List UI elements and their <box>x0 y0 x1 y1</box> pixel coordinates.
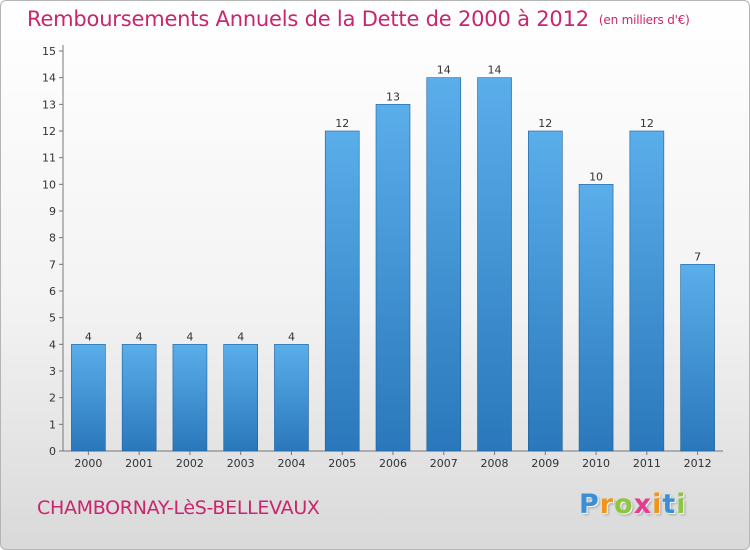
bar-value-label: 4 <box>85 330 92 343</box>
bar-value-label: 12 <box>335 117 349 130</box>
x-tick-label: 2010 <box>582 457 610 470</box>
x-tick-label: 2004 <box>277 457 305 470</box>
x-tick-label: 2007 <box>430 457 458 470</box>
bar-value-label: 4 <box>237 330 244 343</box>
bar <box>223 344 258 452</box>
bar-value-label: 7 <box>694 250 701 263</box>
logo-letter: t <box>662 489 677 520</box>
y-tick-label: 10 <box>42 178 56 191</box>
x-tick-label: 2000 <box>74 457 102 470</box>
logo-letter: P <box>579 489 600 520</box>
y-tick-label: 6 <box>49 285 56 298</box>
bar-value-label: 10 <box>589 170 603 183</box>
bar <box>274 344 309 452</box>
bar <box>172 344 208 452</box>
bar <box>528 130 563 452</box>
x-tick-label: 2001 <box>125 457 153 470</box>
y-tick-label: 8 <box>49 232 56 245</box>
chart-title-text: Remboursements Annuels de la Dette de 20… <box>27 7 589 31</box>
bar-value-label: 12 <box>538 117 552 130</box>
y-tick-label: 1 <box>49 418 56 431</box>
y-tick-label: 11 <box>42 152 56 165</box>
bar-value-label: 4 <box>136 330 143 343</box>
bar <box>477 77 512 452</box>
y-tick-label: 4 <box>49 338 56 351</box>
y-tick-label: 3 <box>49 365 56 378</box>
bar <box>71 344 106 452</box>
proxiti-logo: Proxiti <box>579 489 687 520</box>
bar-value-label: 4 <box>186 330 193 343</box>
y-tick-label: 2 <box>49 392 56 405</box>
x-tick-label: 2003 <box>227 457 255 470</box>
bar <box>629 130 665 452</box>
chart-unit: (en milliers d'€) <box>598 13 690 27</box>
bar <box>680 264 715 452</box>
logo-letter: r <box>599 489 615 520</box>
bar-value-label: 14 <box>437 64 451 77</box>
y-tick-label: 14 <box>42 72 56 85</box>
bar <box>375 104 411 452</box>
y-tick-label: 13 <box>42 98 56 111</box>
x-tick-label: 2002 <box>176 457 204 470</box>
bar-value-label: 12 <box>640 117 654 130</box>
commune-name: CHAMBORNAY-LèS-BELLEVAUX <box>37 497 320 519</box>
y-tick-label: 9 <box>49 205 56 218</box>
x-tick-label: 2012 <box>684 457 712 470</box>
bar-value-label: 13 <box>386 90 400 103</box>
y-tick-label: 12 <box>42 125 56 138</box>
y-tick-label: 5 <box>49 312 56 325</box>
y-tick-label: 0 <box>49 445 56 458</box>
bar <box>324 130 360 452</box>
bar <box>578 184 614 452</box>
bar <box>121 344 157 452</box>
x-tick-label: 2005 <box>328 457 356 470</box>
logo-letter: o <box>614 489 634 520</box>
logo-letter: i <box>652 489 663 520</box>
x-tick-label: 2009 <box>531 457 559 470</box>
bar <box>426 77 462 452</box>
x-tick-label: 2011 <box>633 457 661 470</box>
logo-letter: x <box>633 489 653 520</box>
x-tick-label: 2008 <box>481 457 509 470</box>
x-tick-label: 2006 <box>379 457 407 470</box>
logo-letter: i <box>676 489 687 520</box>
y-tick-label: 7 <box>49 258 56 271</box>
chart-title: Remboursements Annuels de la Dette de 20… <box>27 7 690 31</box>
bar-value-label: 14 <box>488 64 502 77</box>
y-tick-label: 15 <box>42 45 56 58</box>
bar-value-label: 4 <box>288 330 295 343</box>
